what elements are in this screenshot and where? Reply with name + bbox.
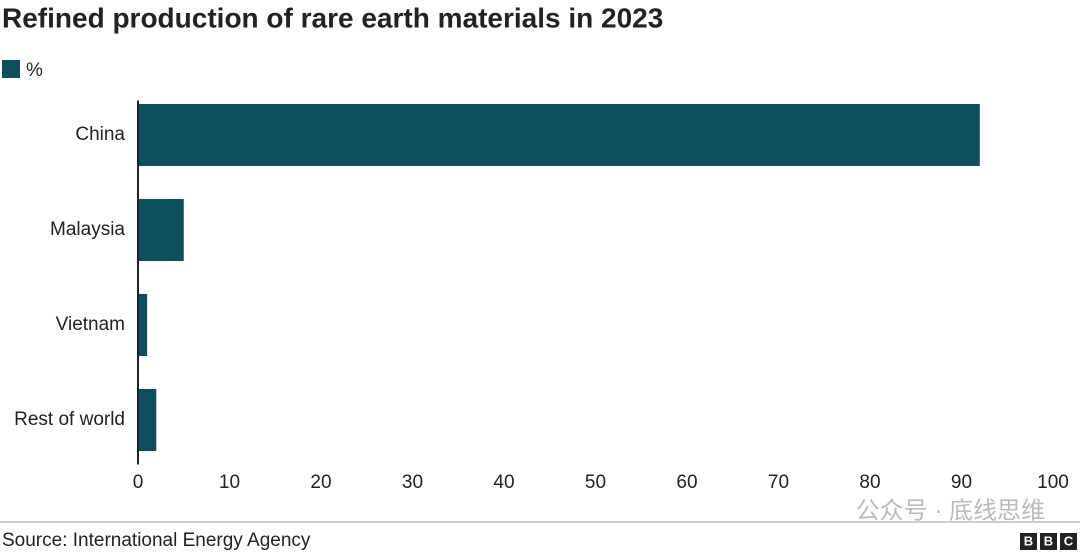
source: Source: International Energy Agency [2, 530, 311, 551]
legend-label: % [26, 60, 43, 81]
logo-box [1040, 533, 1057, 550]
y-tick-label: Rest of world [14, 409, 125, 430]
logo-box [1060, 533, 1077, 550]
bar [138, 294, 148, 356]
x-tick-label: 50 [585, 472, 606, 493]
bar [138, 199, 184, 261]
x-tick-label: 0 [133, 472, 144, 493]
logo-letter: B [1024, 533, 1033, 548]
x-tick-label: 40 [493, 472, 514, 493]
x-tick-label: 90 [951, 472, 972, 493]
y-tick-label: China [75, 124, 125, 145]
x-tick-label: 60 [676, 472, 697, 493]
chart-title: Refined production of rare earth materia… [2, 2, 663, 33]
logo-letter: B [1044, 533, 1053, 548]
watermark: 公众号 · 底线思维 [856, 497, 1045, 524]
legend-swatch [2, 60, 20, 78]
x-tick-label: 30 [402, 472, 423, 493]
x-tick-label: 20 [310, 472, 331, 493]
bar [138, 104, 980, 166]
y-tick-label: Vietnam [56, 314, 125, 335]
logo-box [1020, 533, 1037, 550]
x-tick-label: 70 [768, 472, 789, 493]
y-tick-label: Malaysia [50, 219, 125, 240]
bar [138, 389, 157, 451]
logo-letter: C [1064, 533, 1074, 548]
x-tick-label: 100 [1037, 472, 1069, 493]
x-tick-label: 10 [219, 472, 240, 493]
x-tick-label: 80 [859, 472, 880, 493]
